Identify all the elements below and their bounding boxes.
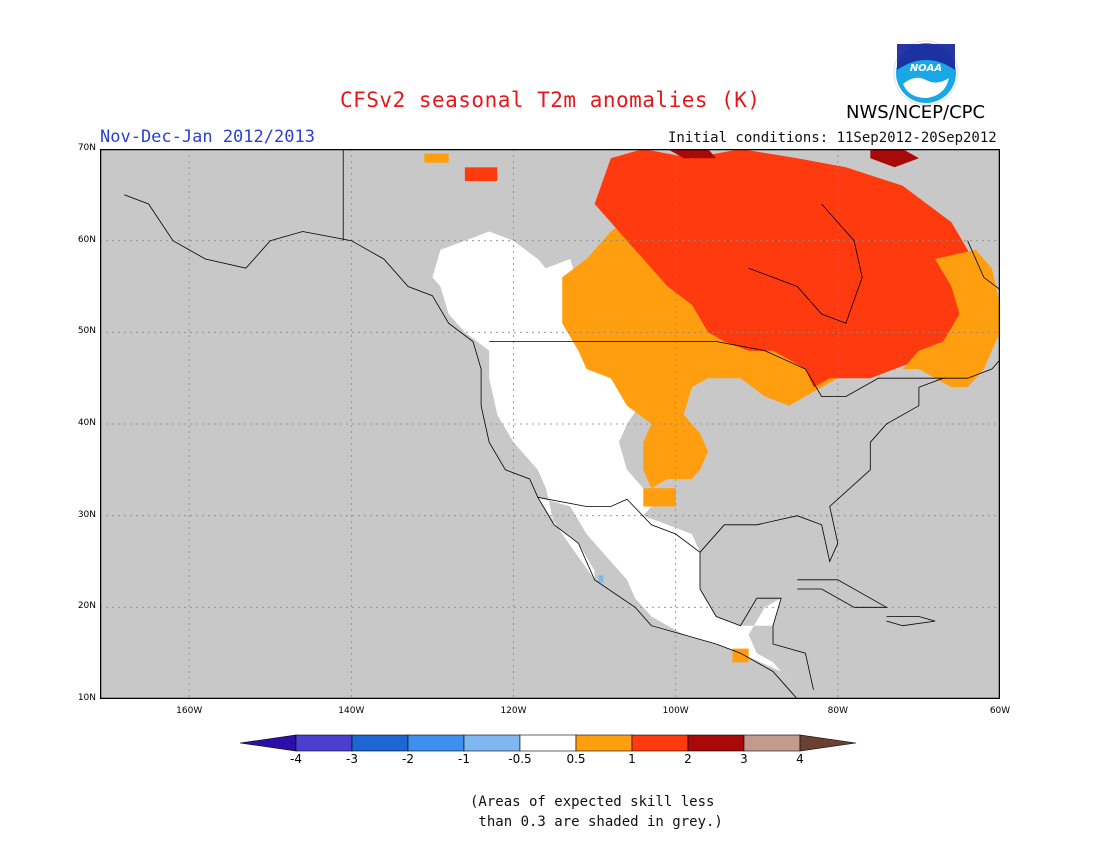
coastline-border bbox=[537, 496, 701, 553]
region-arctic-red-1 bbox=[464, 167, 498, 182]
lat-tick-label: 30N bbox=[77, 509, 96, 520]
legend-swatch bbox=[519, 734, 577, 752]
svg-text:NOAA: NOAA bbox=[910, 63, 942, 74]
coastline-border bbox=[699, 359, 1000, 563]
region-mexico-near-normal bbox=[537, 488, 798, 690]
legend-swatch bbox=[240, 734, 297, 752]
lon-tick-label: 80W bbox=[827, 706, 848, 716]
noaa-logo-icon: NOAA bbox=[893, 40, 959, 106]
color-legend bbox=[240, 734, 857, 752]
coastline-border bbox=[797, 579, 889, 608]
lon-tick-label: 160W bbox=[176, 706, 203, 716]
legend-tick-label: 2 bbox=[684, 752, 692, 766]
initial-conditions: Initial conditions: 11Sep2012-20Sep2012 bbox=[668, 130, 997, 146]
legend-swatch bbox=[631, 734, 689, 752]
lon-tick-label: 140W bbox=[338, 706, 365, 716]
legend-tick-label: -0.5 bbox=[508, 752, 532, 766]
coastline-border bbox=[886, 616, 936, 627]
forecast-period: Nov-Dec-Jan 2012/2013 bbox=[100, 127, 315, 147]
lon-tick-label: 120W bbox=[500, 706, 527, 716]
legend-tick-label: 3 bbox=[740, 752, 748, 766]
legend-swatch bbox=[575, 734, 633, 752]
legend-swatch bbox=[407, 734, 465, 752]
coastline-border bbox=[748, 203, 863, 324]
anomaly-map bbox=[100, 149, 1000, 699]
chart-title: CFSv2 seasonal T2m anomalies (K) bbox=[340, 88, 761, 112]
lon-tick-label: 100W bbox=[662, 706, 689, 716]
coastline-border bbox=[699, 552, 814, 690]
region-quebec-moderate bbox=[902, 249, 1000, 388]
region-arctic-strong bbox=[870, 149, 919, 168]
legend-swatch bbox=[463, 734, 521, 752]
lat-tick-label: 40N bbox=[77, 418, 96, 428]
legend-swatch bbox=[351, 734, 409, 752]
map-frame bbox=[100, 149, 1000, 699]
legend-tick-label: 0.5 bbox=[566, 752, 586, 766]
legend-tick-label: 1 bbox=[628, 752, 636, 766]
lat-tick-label: 10N bbox=[77, 693, 96, 703]
lat-tick-label: 60N bbox=[77, 234, 96, 245]
legend-swatch bbox=[799, 734, 857, 752]
region-cool-spot bbox=[598, 575, 604, 583]
agency-label: NWS/NCEP/CPC bbox=[846, 102, 986, 123]
region-arctic-strong-b bbox=[667, 149, 717, 159]
lat-tick-label: 20N bbox=[77, 601, 96, 612]
region-arctic-orange bbox=[424, 153, 449, 163]
region-western-us-near-normal bbox=[432, 231, 652, 516]
region-canada-plains-moderate bbox=[562, 204, 838, 489]
region-canada-warm-core bbox=[594, 149, 992, 388]
legend-tick-label: -3 bbox=[346, 752, 358, 766]
lat-tick-label: 50N bbox=[77, 326, 96, 337]
lon-tick-label: 60W bbox=[989, 706, 1011, 716]
legend-tick-label: -2 bbox=[402, 752, 414, 766]
coastline-border bbox=[489, 341, 944, 397]
coastline-border bbox=[967, 240, 1000, 291]
coastline-border bbox=[124, 194, 798, 699]
legend-tick-label: 4 bbox=[796, 752, 804, 766]
lat-tick-label: 70N bbox=[77, 143, 96, 153]
legend-swatch bbox=[295, 734, 353, 752]
legend-swatch bbox=[687, 734, 745, 752]
grey-shading-note: (Areas of expected skill less than 0.3 a… bbox=[470, 794, 723, 830]
legend-tick-label: -4 bbox=[290, 752, 302, 766]
region-plains-warm-a bbox=[643, 488, 676, 507]
legend-swatch bbox=[743, 734, 801, 752]
legend-tick-label: -1 bbox=[458, 752, 470, 766]
